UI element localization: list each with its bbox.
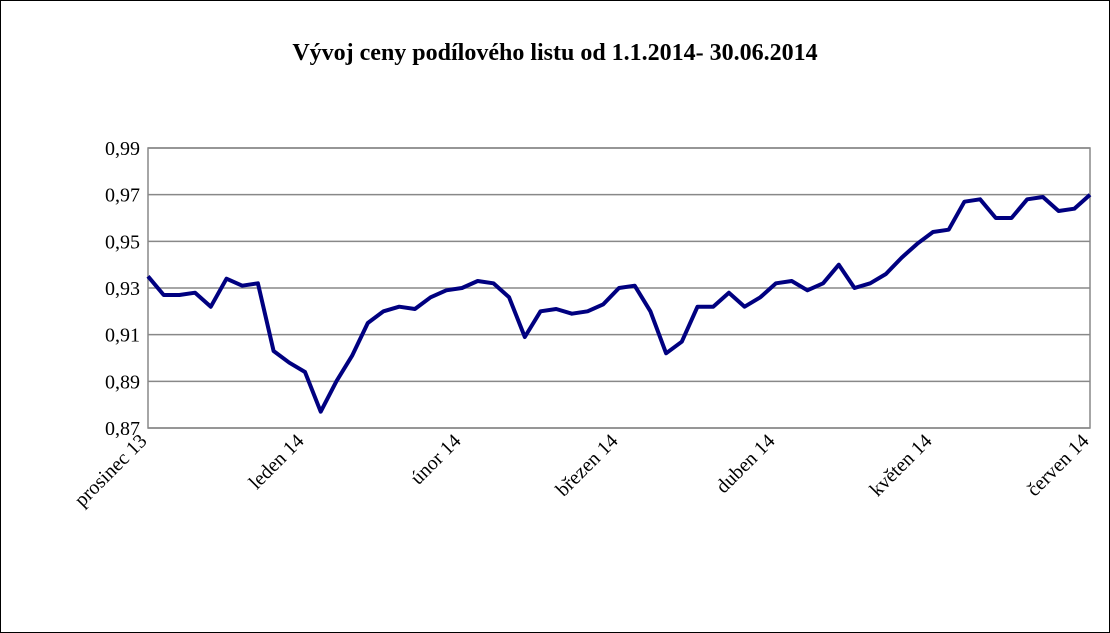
y-tick-label: 0,89 [105,371,140,393]
line [146,193,1092,414]
y-tick-label: 0,91 [105,325,140,347]
plot-border [147,147,1091,429]
chart-title: Vývoj ceny podílového listu od 1.1.2014-… [292,40,817,66]
y-tick-label: 0,97 [105,185,140,207]
y-tick-label: 0,99 [105,138,140,160]
y-tick-label: 0,93 [105,278,140,300]
y-tick-label: 0,95 [105,231,140,253]
y-tick-label: 0,87 [105,418,140,440]
